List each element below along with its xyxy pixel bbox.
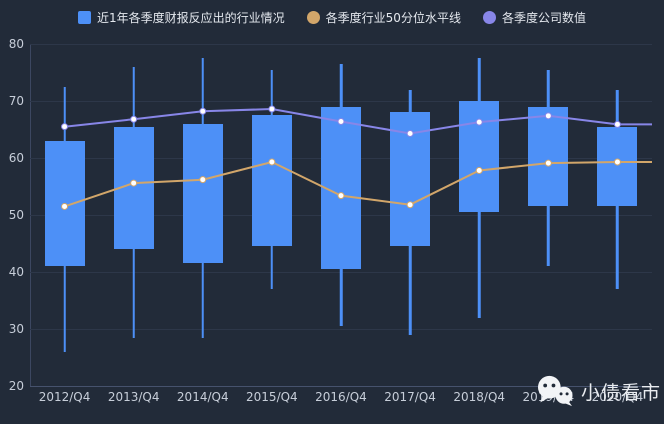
line-series-overlay [61, 105, 652, 210]
candle-box-2015-Q4[interactable] [251, 115, 292, 247]
x-tick-label-2014-Q4: 2014/Q4 [176, 390, 229, 404]
y-tick-label-50: 50 [8, 208, 24, 222]
y-tick-label-60: 60 [8, 151, 24, 165]
median-line-marker-icon [306, 11, 320, 24]
legend: 近1年各季度财报反应出的行业情况 各季度行业50分位水平线 各季度公司数值 [0, 9, 664, 26]
median-point-2016-Q4[interactable] [337, 192, 345, 200]
company-point-2014-Q4[interactable] [199, 107, 207, 115]
x-tick-label-2016-Q4: 2016/Q4 [315, 390, 367, 404]
median-line-path [64, 160, 652, 208]
company-point-2015-Q4[interactable] [268, 105, 276, 113]
median-point-2017-Q4[interactable] [406, 201, 414, 209]
candle-box-2020-Q4[interactable] [597, 126, 638, 207]
legend-item-industry-range[interactable]: 近1年各季度财报反应出的行业情况 [78, 9, 285, 26]
y-tick-label-70: 70 [8, 94, 24, 108]
y-tick-label-20: 20 [8, 379, 24, 393]
candlestick-series-marker-icon [78, 11, 92, 24]
gridline-80 [30, 44, 652, 45]
company-point-2017-Q4[interactable] [406, 129, 414, 137]
median-point-2014-Q4[interactable] [199, 176, 207, 184]
watermark: 小债看市 [534, 374, 661, 408]
legend-item-label: 各季度公司数值 [501, 11, 586, 25]
x-tick-label-2012-Q4: 2012/Q4 [38, 390, 91, 404]
company-line-path [64, 107, 652, 135]
company-point-2018-Q4[interactable] [475, 118, 483, 126]
company-point-2012-Q4[interactable] [61, 123, 69, 131]
x-tick-label-2013-Q4: 2013/Q4 [107, 390, 160, 404]
plot-area [30, 44, 652, 386]
x-tick-label-2015-Q4: 2015/Q4 [246, 390, 298, 404]
wechat-icon [537, 375, 573, 407]
legend-item-median-line[interactable]: 各季度行业50分位水平线 [306, 9, 461, 26]
company-line-marker-icon [482, 11, 496, 24]
company-point-2013-Q4[interactable] [130, 115, 138, 123]
median-point-2018-Q4[interactable] [475, 167, 483, 175]
median-point-2013-Q4[interactable] [130, 179, 138, 187]
legend-item-company-value[interactable]: 各季度公司数值 [482, 9, 586, 26]
x-tick-label-2017-Q4: 2017/Q4 [384, 390, 436, 404]
x-axis-line [30, 386, 656, 387]
company-point-2020-Q4[interactable] [613, 120, 621, 128]
median-point-2020-Q4[interactable] [613, 158, 621, 166]
legend-item-label: 各季度行业50分位水平线 [325, 11, 461, 25]
x-tick-label-2018-Q4: 2018/Q4 [453, 390, 506, 404]
watermark-text: 小债看市 [580, 381, 661, 404]
y-tick-label-40: 40 [8, 265, 24, 279]
candle-box-2016-Q4[interactable] [321, 106, 361, 270]
x-tick-label-2020-Q4: 2020/Q4 [591, 390, 644, 404]
gridline-30 [30, 329, 652, 330]
median-point-2012-Q4[interactable] [61, 202, 69, 210]
company-point-2016-Q4[interactable] [337, 118, 345, 126]
median-point-2019-Q4[interactable] [544, 159, 552, 167]
company-point-2019-Q4[interactable] [544, 112, 552, 120]
y-tick-label-30: 30 [8, 322, 24, 336]
median-point-2015-Q4[interactable] [268, 158, 276, 166]
y-tick-label-80: 80 [8, 37, 24, 51]
legend-item-label: 近1年各季度财报反应出的行业情况 [97, 11, 285, 25]
candle-box-2014-Q4[interactable] [182, 123, 223, 264]
candle-box-2019-Q4[interactable] [528, 106, 569, 207]
